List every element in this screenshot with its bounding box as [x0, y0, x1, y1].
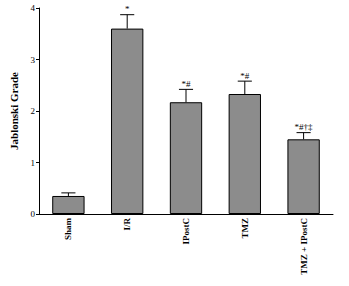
svg-text:*: *	[125, 4, 130, 14]
svg-text:IPostC: IPostC	[181, 218, 191, 245]
svg-text:2: 2	[31, 106, 36, 116]
svg-text:0: 0	[31, 209, 36, 219]
svg-text:TMZ + IPostC: TMZ + IPostC	[299, 218, 309, 275]
svg-text:*#: *#	[240, 71, 250, 81]
svg-text:Sham: Sham	[63, 218, 73, 241]
svg-text:I/R: I/R	[122, 218, 132, 231]
svg-text:3: 3	[31, 55, 36, 65]
svg-text:4: 4	[31, 3, 36, 13]
svg-text:TMZ: TMZ	[240, 218, 250, 239]
svg-text:Jablonski Grade: Jablonski Grade	[8, 72, 20, 150]
svg-text:*#: *#	[182, 79, 192, 89]
svg-text:1: 1	[31, 158, 36, 168]
svg-text:*#†‡: *#†‡	[295, 122, 314, 132]
